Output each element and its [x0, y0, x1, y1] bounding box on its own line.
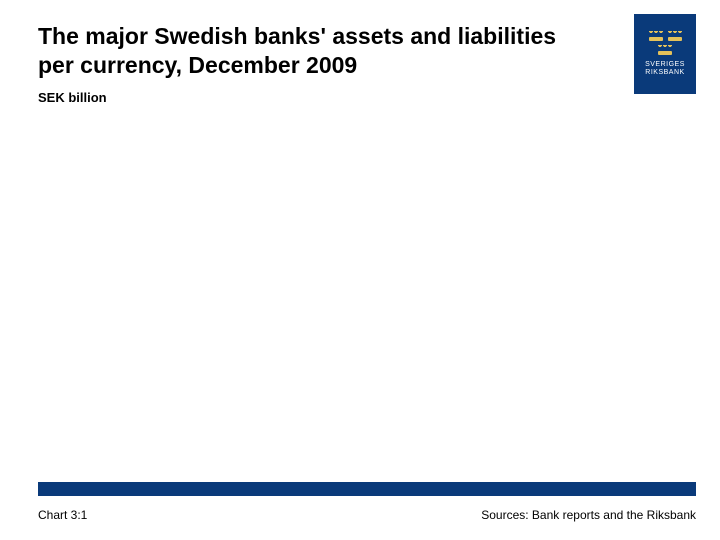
sources-label: Sources: Bank reports and the Riksbank [481, 508, 696, 522]
footer-divider-bar [38, 482, 696, 496]
page-title: The major Swedish banks' assets and liab… [38, 22, 558, 80]
chart-number-label: Chart 3:1 [38, 508, 87, 522]
page-subtitle: SEK billion [38, 90, 682, 105]
header: The major Swedish banks' assets and liab… [38, 22, 682, 105]
footer: Chart 3:1 Sources: Bank reports and the … [38, 508, 696, 522]
